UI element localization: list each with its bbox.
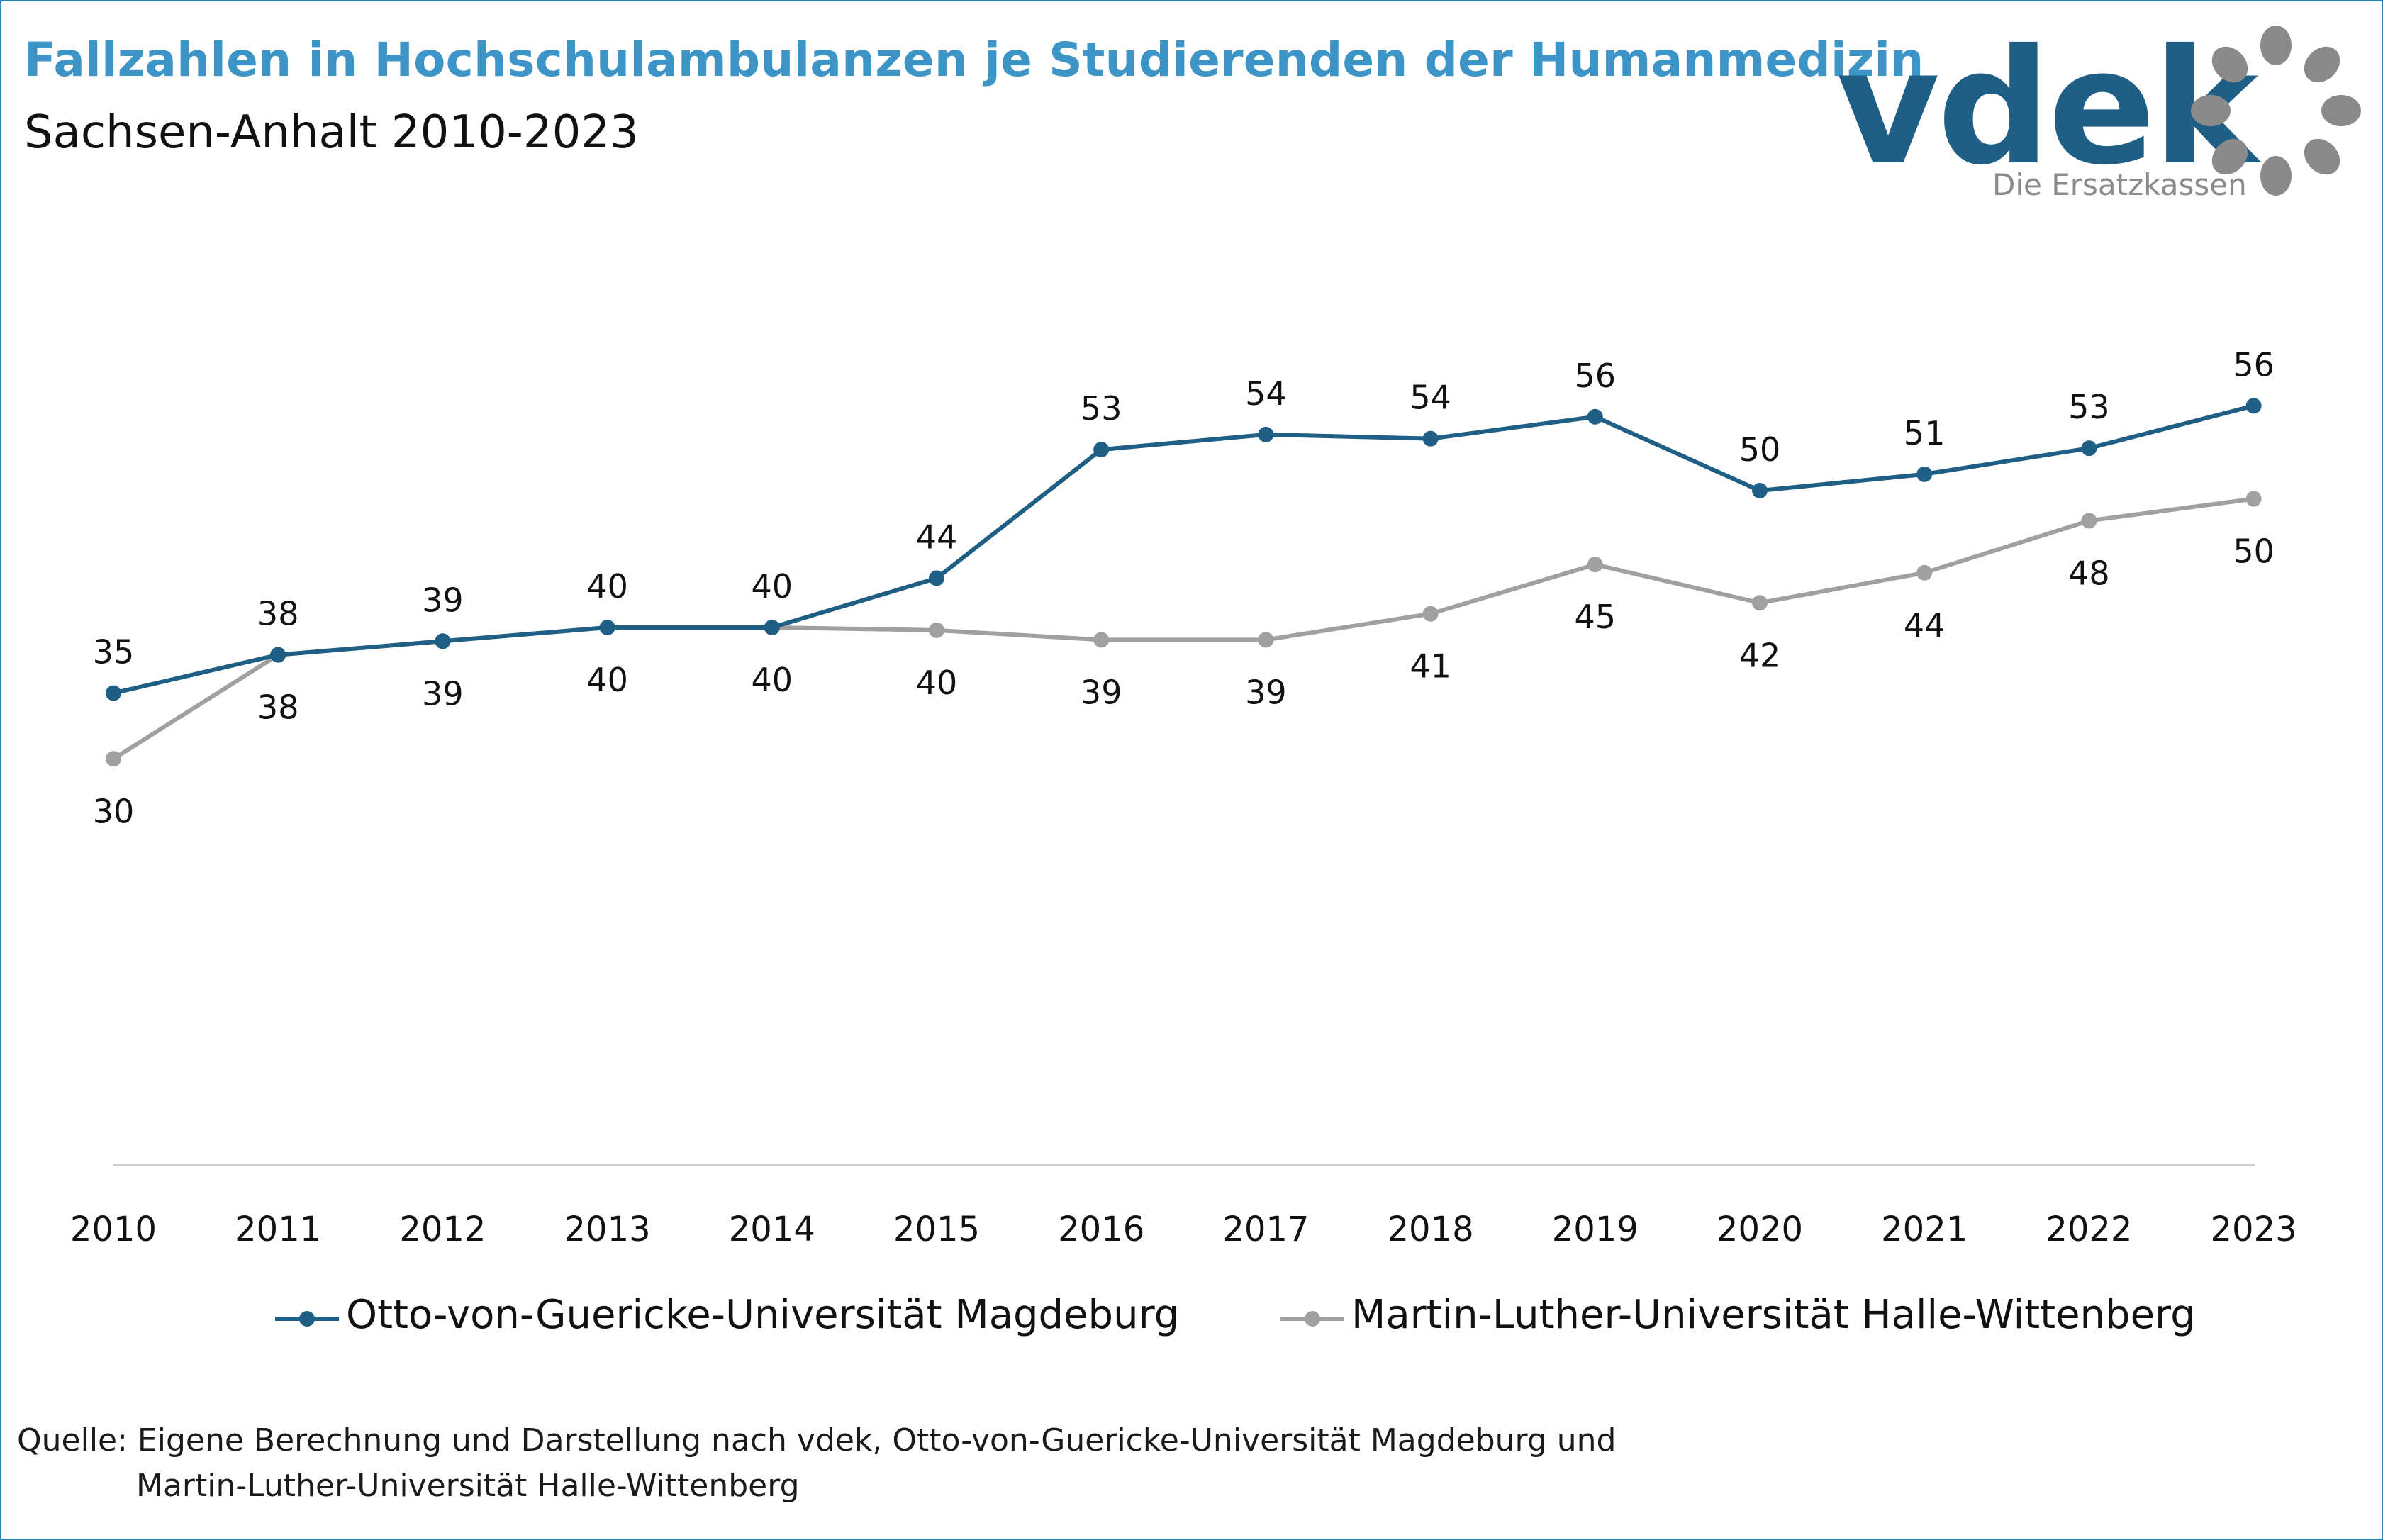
- x-tick-label-0: 2010: [70, 1210, 157, 1249]
- data-label-0-3: 40: [586, 567, 628, 606]
- data-point-1-0: [106, 751, 121, 767]
- chart-title: Fallzahlen in Hochschulambulanzen je Stu…: [24, 33, 1924, 87]
- data-label-0-5: 44: [916, 518, 958, 557]
- logo-dot: [2304, 46, 2340, 83]
- data-point-0-4: [764, 620, 780, 635]
- data-point-0-5: [929, 570, 944, 586]
- data-point-0-12: [2081, 440, 2097, 457]
- data-label-0-6: 53: [1081, 389, 1122, 428]
- legend-swatch-halle: [1280, 1311, 1344, 1327]
- data-point-0-0: [106, 685, 121, 701]
- data-label-0-1: 38: [257, 595, 299, 633]
- data-point-0-9: [1587, 408, 1603, 425]
- chart-subtitle: Sachsen-Anhalt 2010-2023: [24, 106, 639, 159]
- logo-dot: [2260, 156, 2292, 196]
- x-tick-label-7: 2017: [1222, 1210, 1309, 1249]
- data-label-0-2: 39: [422, 581, 464, 619]
- logo-dot: [2211, 46, 2248, 83]
- x-tick-label-8: 2018: [1388, 1210, 1474, 1249]
- logo-dot: [2260, 26, 2292, 65]
- data-label-1-12: 48: [2068, 554, 2110, 592]
- data-label-0-0: 35: [93, 633, 135, 671]
- data-label-0-4: 40: [752, 567, 793, 606]
- data-point-1-9: [1587, 557, 1603, 573]
- logo-dot: [2211, 138, 2248, 175]
- legend-label-halle: Martin-Luther-Universität Halle-Wittenbe…: [1351, 1292, 2196, 1338]
- data-label-1-7: 39: [1245, 673, 1287, 711]
- series-line-0: [113, 403, 2255, 696]
- x-tick-label-3: 2013: [564, 1210, 651, 1249]
- data-point-1-8: [1422, 606, 1439, 622]
- data-label-1-3: 40: [586, 661, 628, 699]
- x-tick-label-12: 2022: [2046, 1210, 2132, 1249]
- data-point-0-10: [1752, 483, 1768, 498]
- x-tick-label-10: 2020: [1717, 1210, 1803, 1249]
- data-label-0-8: 54: [1410, 379, 1451, 417]
- data-point-1-6: [1093, 632, 1110, 648]
- data-label-1-4: 40: [752, 661, 793, 699]
- source-note: Quelle: Eigene Berechnung und Darstellun…: [17, 1418, 1616, 1509]
- data-label-0-7: 54: [1245, 374, 1287, 413]
- data-label-0-12: 53: [2068, 388, 2110, 426]
- data-point-0-2: [435, 633, 451, 649]
- source-line-1: Quelle: Eigene Berechnung und Darstellun…: [17, 1422, 1617, 1458]
- data-point-1-13: [2245, 491, 2262, 507]
- legend-label-magdeburg: Otto-von-Guericke-Universität Magdeburg: [346, 1292, 1180, 1338]
- data-label-1-8: 41: [1410, 647, 1451, 686]
- data-label-1-9: 45: [1575, 598, 1617, 636]
- data-point-0-11: [1916, 466, 1933, 482]
- data-label-1-13: 50: [2233, 532, 2275, 571]
- data-point-0-8: [1422, 430, 1439, 447]
- data-point-0-7: [1258, 426, 1274, 442]
- logo-dot: [2304, 138, 2340, 175]
- x-tick-label-13: 2023: [2211, 1210, 2297, 1249]
- data-label-1-10: 42: [1739, 636, 1781, 674]
- data-label-0-10: 50: [1739, 430, 1781, 469]
- vdek-logo-wordmark: vdek: [1836, 15, 2258, 200]
- x-tick-label-9: 2019: [1552, 1210, 1639, 1249]
- source-line-2: Martin-Luther-Universität Halle-Wittenbe…: [136, 1468, 800, 1504]
- ring-of-dots-icon: [2191, 26, 2361, 196]
- logo-dot: [2191, 95, 2231, 126]
- data-point-0-13: [2245, 398, 2262, 414]
- data-point-0-1: [270, 647, 286, 663]
- x-tick-label-2: 2012: [399, 1210, 486, 1249]
- data-point-1-10: [1752, 595, 1768, 611]
- data-point-1-12: [2081, 513, 2097, 529]
- data-label-1-1: 38: [257, 688, 299, 727]
- legend-swatch-magdeburg: [275, 1311, 339, 1327]
- data-label-0-11: 51: [1904, 414, 1946, 452]
- data-label-1-6: 39: [1081, 673, 1122, 711]
- data-point-1-5: [929, 622, 944, 638]
- x-tick-label-11: 2021: [1881, 1210, 1968, 1249]
- x-tick-label-5: 2015: [893, 1210, 980, 1249]
- x-tick-label-1: 2011: [235, 1210, 321, 1249]
- data-point-1-11: [1916, 564, 1933, 581]
- data-point-0-3: [599, 620, 615, 635]
- line-chart: 35 38 39 40 40 44 53 54 54 56 50 51 53 56 30 38 39 40 40 40…: [70, 345, 2297, 1249]
- x-tick-label-6: 2016: [1058, 1210, 1144, 1249]
- logo-dot: [2321, 95, 2361, 126]
- data-point-0-6: [1093, 442, 1110, 458]
- data-label-1-2: 39: [422, 674, 464, 713]
- data-label-1-5: 40: [916, 664, 958, 702]
- vdek-logo-tagline: Die Ersatzkassen: [1992, 167, 2247, 202]
- data-label-1-11: 44: [1904, 606, 1946, 645]
- data-label-0-13: 56: [2233, 345, 2275, 384]
- data-label-1-0: 30: [93, 792, 135, 830]
- data-label-0-9: 56: [1575, 357, 1617, 395]
- x-tick-label-4: 2014: [729, 1210, 815, 1249]
- data-point-1-7: [1258, 632, 1274, 648]
